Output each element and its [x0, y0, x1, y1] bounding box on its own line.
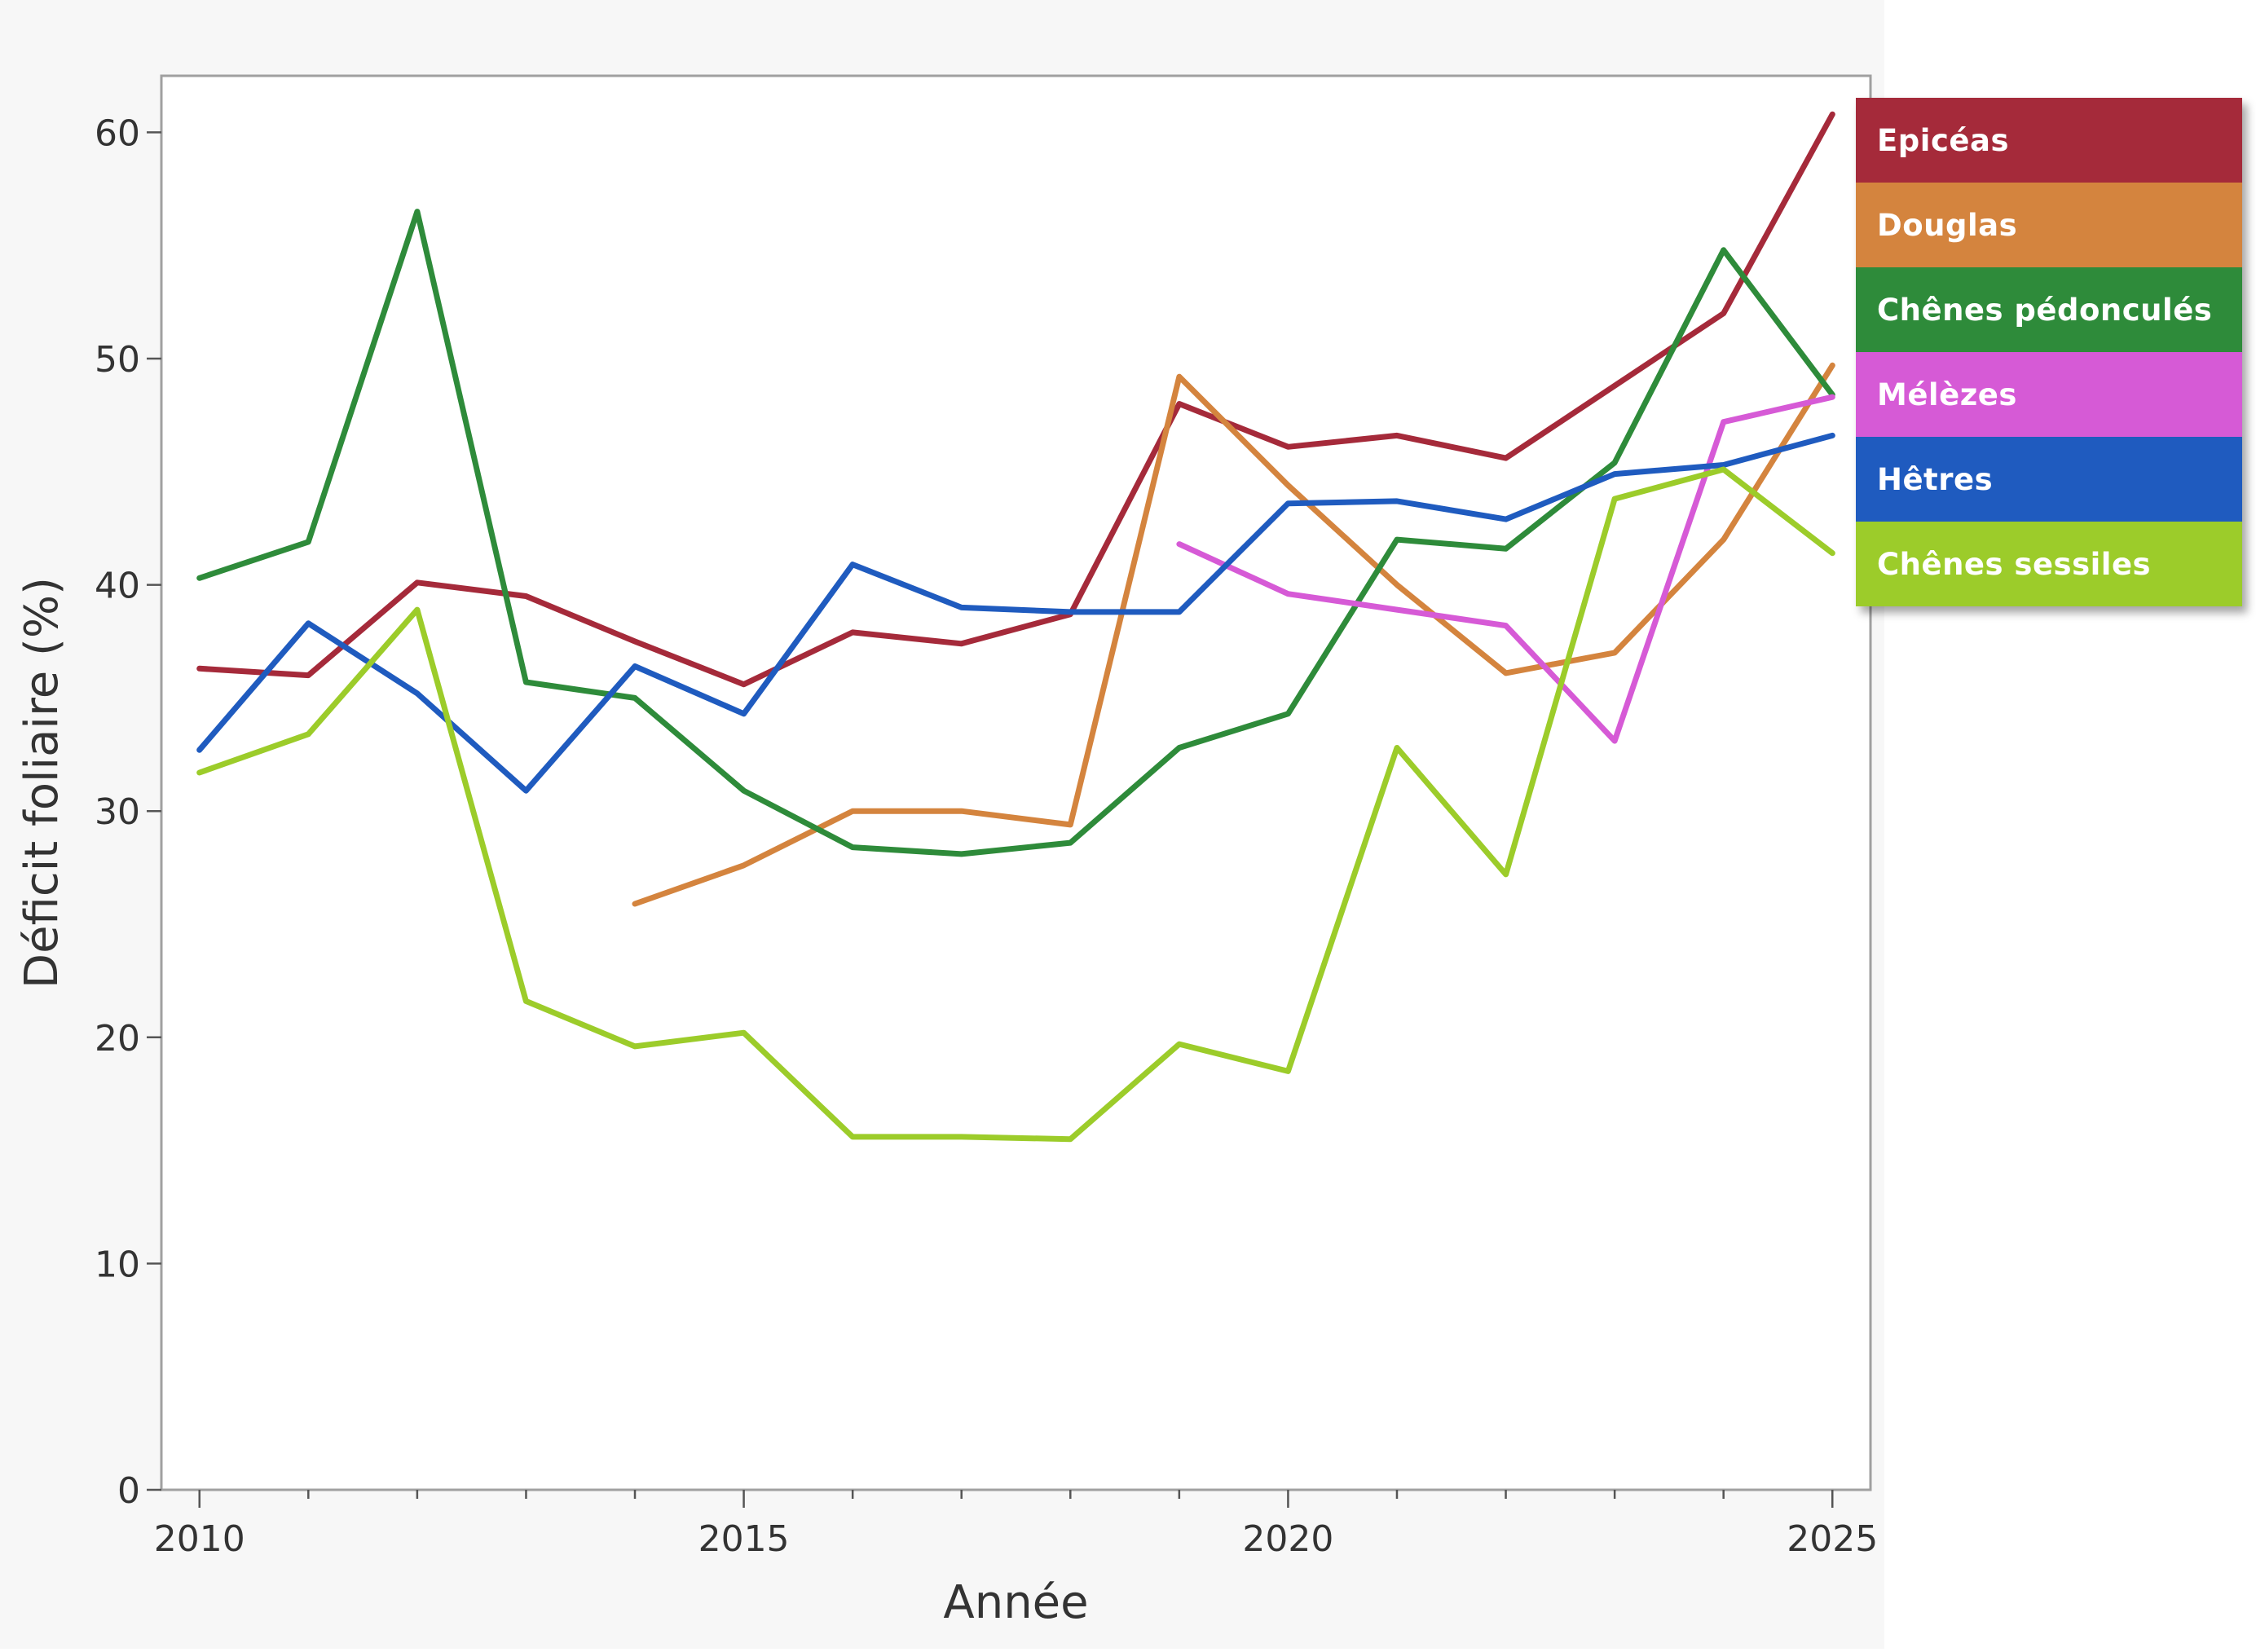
series-line-epiceas — [196, 111, 1835, 688]
legend-item-melezes[interactable]: Mélèzes — [1856, 352, 2242, 437]
legend-label: Epicéas — [1877, 122, 2009, 158]
y-tick-label: 30 — [95, 791, 140, 833]
series-line-douglas — [632, 362, 1835, 907]
legend-label: Chênes pédonculés — [1877, 292, 2213, 328]
y-axis-title: Déficit foliaire (%) — [15, 577, 68, 989]
y-tick-label: 10 — [95, 1244, 140, 1285]
series-line-chenes-pedoncules — [196, 209, 1835, 857]
legend: Epicéas Douglas Chênes pédonculés Mélèze… — [1856, 98, 2242, 606]
y-tick-label: 20 — [95, 1018, 140, 1059]
series-line-melezes — [1176, 394, 1835, 744]
legend-label: Chênes sessiles — [1877, 546, 2152, 582]
legend-item-chenes-sessiles[interactable]: Chênes sessiles — [1856, 522, 2242, 606]
x-tick-label: 2020 — [1242, 1518, 1333, 1560]
y-tick-label: 50 — [95, 339, 140, 381]
series-line-hetres — [196, 432, 1835, 794]
y-tick-label: 40 — [95, 566, 140, 607]
series-line-chenes-sessiles — [196, 466, 1835, 1143]
x-axis-title: Année — [943, 1576, 1088, 1629]
y-tick-label: 0 — [117, 1470, 140, 1512]
legend-item-douglas[interactable]: Douglas — [1856, 183, 2242, 267]
legend-item-epiceas[interactable]: Epicéas — [1856, 98, 2242, 183]
legend-label: Mélèzes — [1877, 377, 2017, 412]
x-tick-label: 2025 — [1787, 1518, 1878, 1560]
x-tick-label: 2010 — [154, 1518, 245, 1560]
legend-item-chenes-pedoncules[interactable]: Chênes pédonculés — [1856, 267, 2242, 352]
y-tick-label: 60 — [95, 112, 140, 154]
legend-label: Hêtres — [1877, 461, 1994, 497]
plot-frame — [160, 74, 1872, 1491]
legend-label: Douglas — [1877, 207, 2018, 243]
x-tick-label: 2015 — [698, 1518, 790, 1560]
legend-item-hetres[interactable]: Hêtres — [1856, 437, 2242, 522]
